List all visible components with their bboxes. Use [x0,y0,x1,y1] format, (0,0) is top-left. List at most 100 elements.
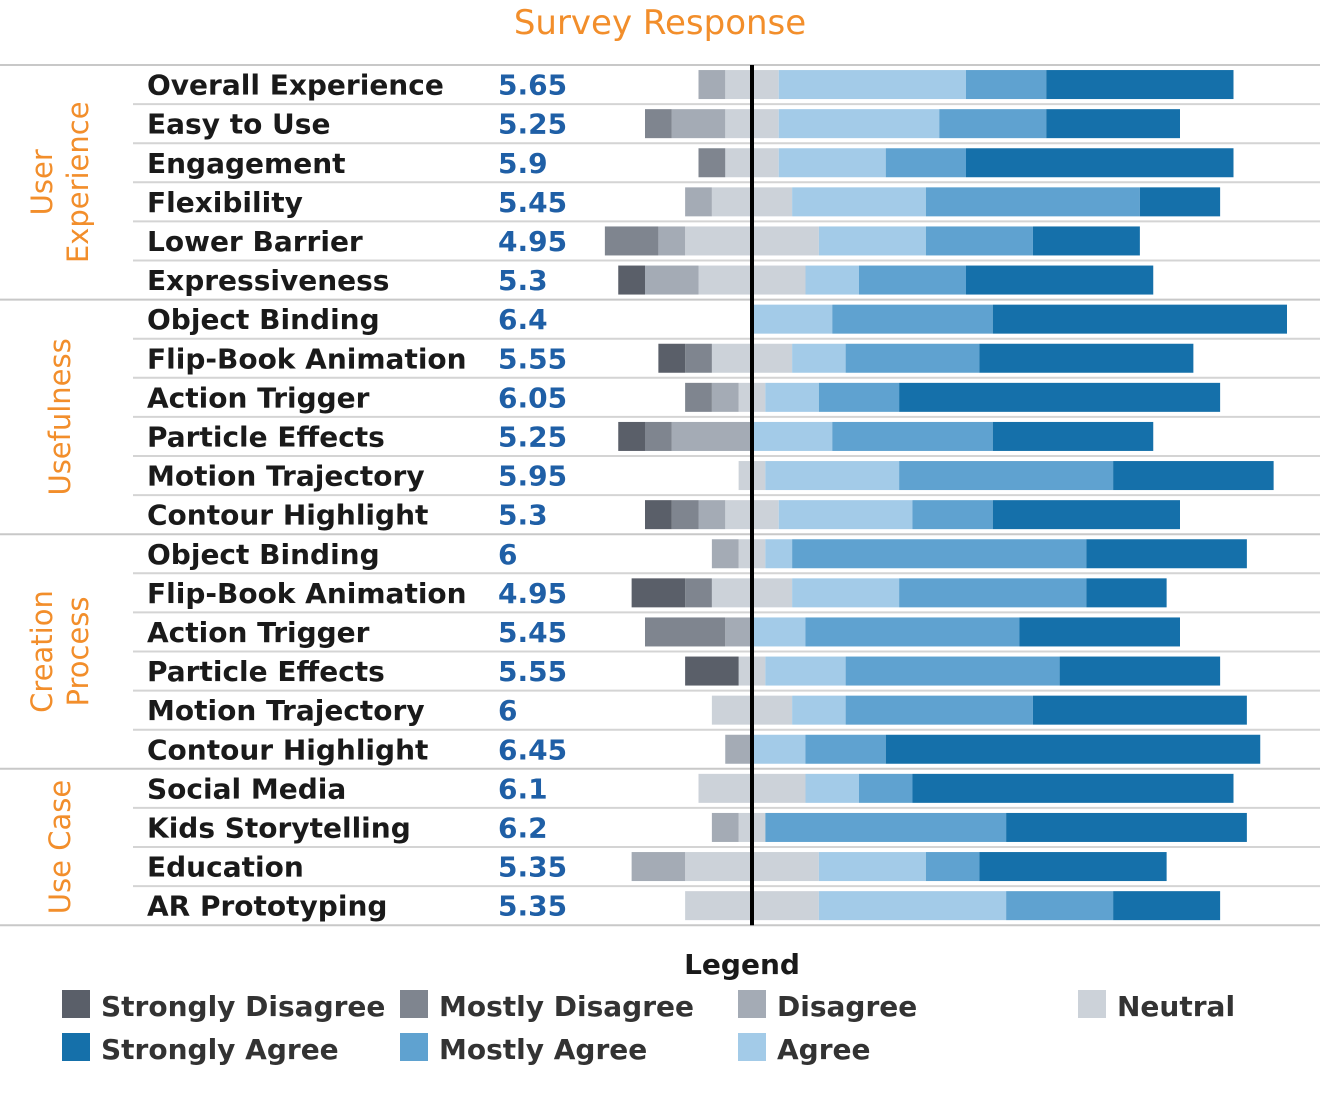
bar-segment-neutral-user-experience-overall-experience [752,70,779,100]
bar-segment-strongly-agree-user-experience-engagement [966,148,1234,178]
bar-segment-disagree-user-experience-flexibility [685,187,712,217]
row-score-user-experience-overall-experience: 5.65 [498,69,567,102]
bar-segment-mostly-disagree-usefulness-particle-effects [645,421,672,451]
bar-segment-strongly-agree-creation-process-object-binding [1086,539,1247,569]
bar-segment-disagree-creation-process-contour-highlight [725,734,752,764]
row-score-user-experience-expressiveness: 5.3 [498,264,548,297]
bar-segment-strongly-agree-usefulness-action-trigger [899,382,1221,412]
bar-segment-strongly-agree-creation-process-motion-trajectory [1032,695,1247,725]
row-score-use-case-social-media: 6.1 [498,772,548,805]
legend-label-mostly-agree: Mostly Agree [439,1033,647,1066]
row-score-creation-process-particle-effects: 5.55 [498,655,567,688]
grid-lines [0,64,1320,927]
bar-segment-neutral-usefulness-contour-highlight [725,500,752,530]
bar-segment-disagree-user-experience-overall-experience [698,70,726,100]
row-labels-layer: Overall Experience 5.65 Easy to Use 5.25 Eng… [147,69,567,923]
bar-segment-neutral-use-case-social-media [698,773,752,803]
legend-swatch-neutral [1078,990,1106,1018]
bar-segment-mostly-agree-creation-process-particle-effects [845,656,1060,686]
group-label-line: Usefulness [43,338,77,495]
row-label-creation-process-particle-effects: Particle Effects [147,655,385,688]
group-labels-layer: UserExperience Usefulness CreationProcess U… [25,101,95,914]
legend: Legend Strongly Disagree Mostly Disagree D… [62,948,1235,1066]
row-label-usefulness-flip-book-animation: Flip-Book Animation [147,342,467,375]
bar-segment-neutral-usefulness-motion-trajectory [738,461,752,491]
row-score-creation-process-motion-trajectory: 6 [498,694,517,727]
bar-segment-strongly-agree-usefulness-object-binding [992,304,1287,334]
bar-segment-mostly-agree-creation-process-contour-highlight [805,734,886,764]
bar-segment-mostly-agree-user-experience-engagement [885,148,966,178]
row-label-use-case-education: Education [147,851,304,884]
bar-segment-strongly-disagree-creation-process-flip-book-animation [631,578,686,608]
bar-segment-agree-usefulness-contour-highlight [778,500,913,530]
row-label-user-experience-expressiveness: Expressiveness [147,264,389,297]
legend-label-strongly-disagree: Strongly Disagree [101,990,385,1023]
legend-label-strongly-agree: Strongly Agree [101,1033,339,1066]
row-label-use-case-ar-prototyping: AR Prototyping [147,890,387,923]
bar-segment-agree-creation-process-contour-highlight [752,734,806,764]
bar-segment-mostly-disagree-creation-process-action-trigger [645,617,726,647]
row-score-user-experience-engagement: 5.9 [498,147,548,180]
bar-segment-agree-user-experience-flexibility [792,187,926,217]
row-score-user-experience-easy-to-use: 5.25 [498,108,567,141]
bar-segment-neutral-user-experience-engagement [725,148,752,178]
row-score-usefulness-contour-highlight: 5.3 [498,499,548,532]
row-score-usefulness-motion-trajectory: 5.95 [498,460,567,493]
row-label-creation-process-flip-book-animation: Flip-Book Animation [147,577,467,610]
bar-segment-strongly-agree-user-experience-expressiveness [966,265,1154,295]
bar-segment-mostly-agree-creation-process-motion-trajectory [845,695,1033,725]
bar-segment-neutral-usefulness-motion-trajectory [752,461,766,491]
row-label-user-experience-easy-to-use: Easy to Use [147,108,330,141]
bar-segment-mostly-agree-usefulness-motion-trajectory [899,461,1114,491]
bar-segment-disagree-usefulness-action-trigger [711,382,739,412]
bar-segment-strongly-agree-usefulness-particle-effects [992,421,1154,451]
bar-segment-strongly-agree-user-experience-overall-experience [1046,70,1234,100]
bar-segment-strongly-agree-usefulness-motion-trajectory [1113,461,1274,491]
bar-segment-mostly-agree-use-case-social-media [859,773,913,803]
bar-segment-neutral-user-experience-expressiveness [752,265,806,295]
bar-segment-mostly-agree-usefulness-particle-effects [832,421,993,451]
group-label-user-experience: UserExperience [25,101,95,263]
bar-segment-mostly-disagree-usefulness-contour-highlight [671,500,699,530]
row-score-usefulness-action-trigger: 6.05 [498,381,567,414]
bar-segment-neutral-user-experience-expressiveness [698,265,752,295]
group-label-usefulness: Usefulness [43,338,77,495]
bar-segment-mostly-agree-creation-process-flip-book-animation [899,578,1087,608]
bar-segment-neutral-user-experience-easy-to-use [725,109,752,139]
row-score-usefulness-object-binding: 6.4 [498,303,548,336]
group-label-line: Creation [25,590,59,713]
bar-segment-strongly-agree-use-case-ar-prototyping [1113,891,1221,921]
bar-segment-mostly-agree-user-experience-lower-barrier [925,226,1033,256]
row-score-usefulness-flip-book-animation: 5.55 [498,342,567,375]
group-label-line: Process [61,596,95,706]
legend-label-disagree: Disagree [777,990,917,1023]
bar-segment-agree-use-case-education [818,852,926,882]
bar-segment-neutral-creation-process-particle-effects [752,656,766,686]
bar-segment-agree-user-experience-overall-experience [778,70,966,100]
row-score-creation-process-contour-highlight: 6.45 [498,733,567,766]
bar-segment-neutral-usefulness-flip-book-animation [711,343,752,373]
bar-segment-disagree-user-experience-easy-to-use [671,109,726,139]
bar-segment-agree-usefulness-object-binding [752,304,833,334]
group-label-line: Experience [61,101,95,263]
bar-segment-agree-creation-process-motion-trajectory [792,695,846,725]
legend-label-neutral: Neutral [1117,990,1235,1023]
bar-segment-agree-usefulness-action-trigger [765,382,819,412]
bar-segment-neutral-use-case-education [685,852,752,882]
legend-swatch-disagree [738,990,766,1018]
row-label-creation-process-action-trigger: Action Trigger [147,616,370,649]
bar-segment-neutral-usefulness-flip-book-animation [752,343,793,373]
bar-segment-neutral-usefulness-contour-highlight [752,500,779,530]
row-score-usefulness-particle-effects: 5.25 [498,420,567,453]
row-score-use-case-ar-prototyping: 5.35 [498,890,567,923]
bar-segment-neutral-use-case-ar-prototyping [752,891,819,921]
bar-segment-neutral-user-experience-lower-barrier [685,226,752,256]
bar-segment-mostly-agree-creation-process-object-binding [792,539,1087,569]
row-score-use-case-education: 5.35 [498,851,567,884]
bar-segment-agree-user-experience-easy-to-use [778,109,940,139]
bar-segment-agree-user-experience-lower-barrier [818,226,926,256]
bar-segment-mostly-disagree-usefulness-action-trigger [685,382,712,412]
bar-segment-neutral-creation-process-object-binding [738,539,752,569]
bar-segment-mostly-agree-usefulness-action-trigger [818,382,900,412]
